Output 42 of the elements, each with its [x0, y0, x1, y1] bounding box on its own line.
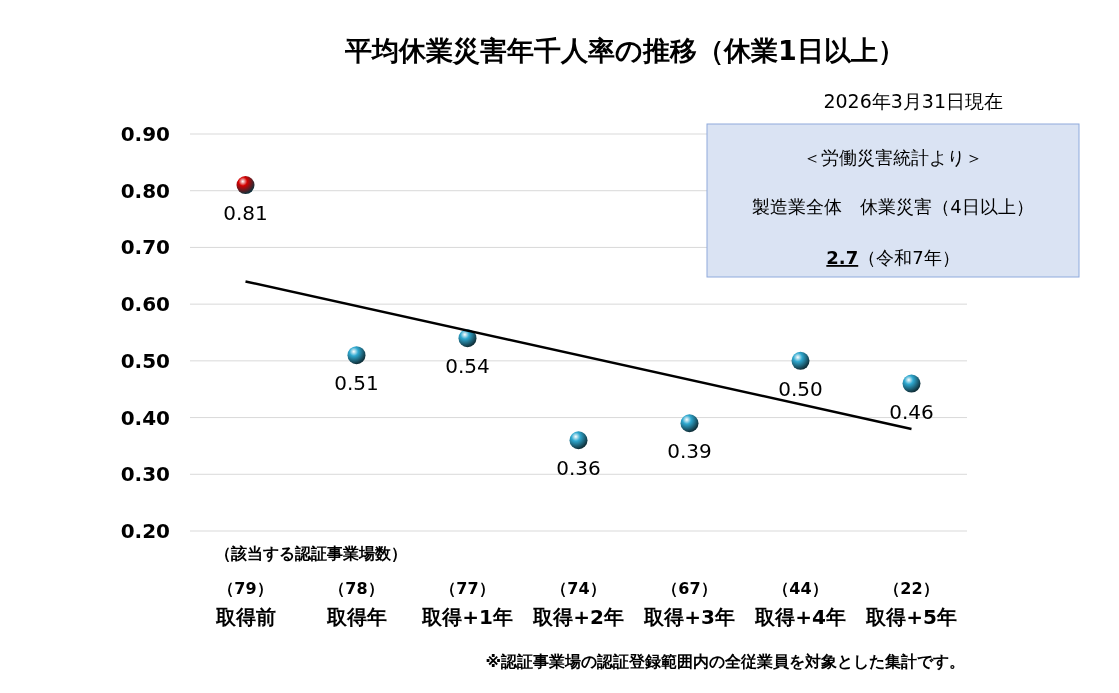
- annotation: ＜労働災害統計より＞: [803, 147, 983, 168]
- point: [347, 346, 366, 365]
- annotation: 2.7（令和7年）: [826, 247, 960, 268]
- y-tick-label: 0.70: [120, 235, 170, 260]
- text: （67）: [662, 579, 717, 598]
- x-tick-label: 取得+3年: [643, 605, 735, 629]
- text: ※認証事業場の認証登録範囲内の全従業員を対象とした集計です。: [485, 652, 965, 671]
- text: （該当する認証事業場数）: [215, 544, 407, 563]
- x-tick-label: 取得+2年: [532, 605, 624, 629]
- point: [902, 374, 921, 393]
- y-tick-label: 0.20: [120, 519, 170, 543]
- y-tick-label: 0.80: [120, 178, 170, 203]
- x-tick-label: 取得+4年: [754, 605, 846, 629]
- x-tick-label: 取得前: [214, 605, 276, 629]
- data-label: 0.81: [223, 201, 268, 226]
- text: （78）: [329, 579, 384, 598]
- y-tick-label: 0.40: [120, 405, 170, 430]
- data-label: 0.46: [889, 399, 934, 424]
- y-tick-label: 0.30: [120, 462, 170, 487]
- y-tick-label: 0.90: [120, 122, 170, 146]
- text: （74）: [551, 579, 606, 598]
- y-tick-label: 0.60: [120, 292, 170, 317]
- data-label: 0.36: [556, 456, 601, 481]
- text: 2026年3月31日現在: [823, 90, 1003, 112]
- data-label: 0.50: [778, 376, 823, 401]
- x-tick-label: 取得+1年: [421, 605, 513, 629]
- annotation: 製造業全体 休業災害（4日以上）: [752, 196, 1034, 217]
- x-tick-label: 取得+5年: [865, 605, 957, 629]
- text: （77）: [440, 579, 495, 598]
- point: [791, 351, 810, 370]
- y-tick-label: 0.50: [120, 348, 170, 373]
- text: （79）: [218, 579, 273, 598]
- point: [236, 176, 255, 195]
- text: （22）: [884, 579, 939, 598]
- point: [569, 431, 588, 450]
- x-tick-label: 取得年: [325, 605, 387, 629]
- data-label: 0.54: [445, 354, 490, 379]
- point: [680, 414, 699, 433]
- chart-title: 平均休業災害年千人率の推移（休業1日以上）: [344, 35, 905, 66]
- text: （44）: [773, 579, 828, 598]
- data-label: 0.51: [334, 371, 379, 396]
- data-label: 0.39: [667, 439, 712, 464]
